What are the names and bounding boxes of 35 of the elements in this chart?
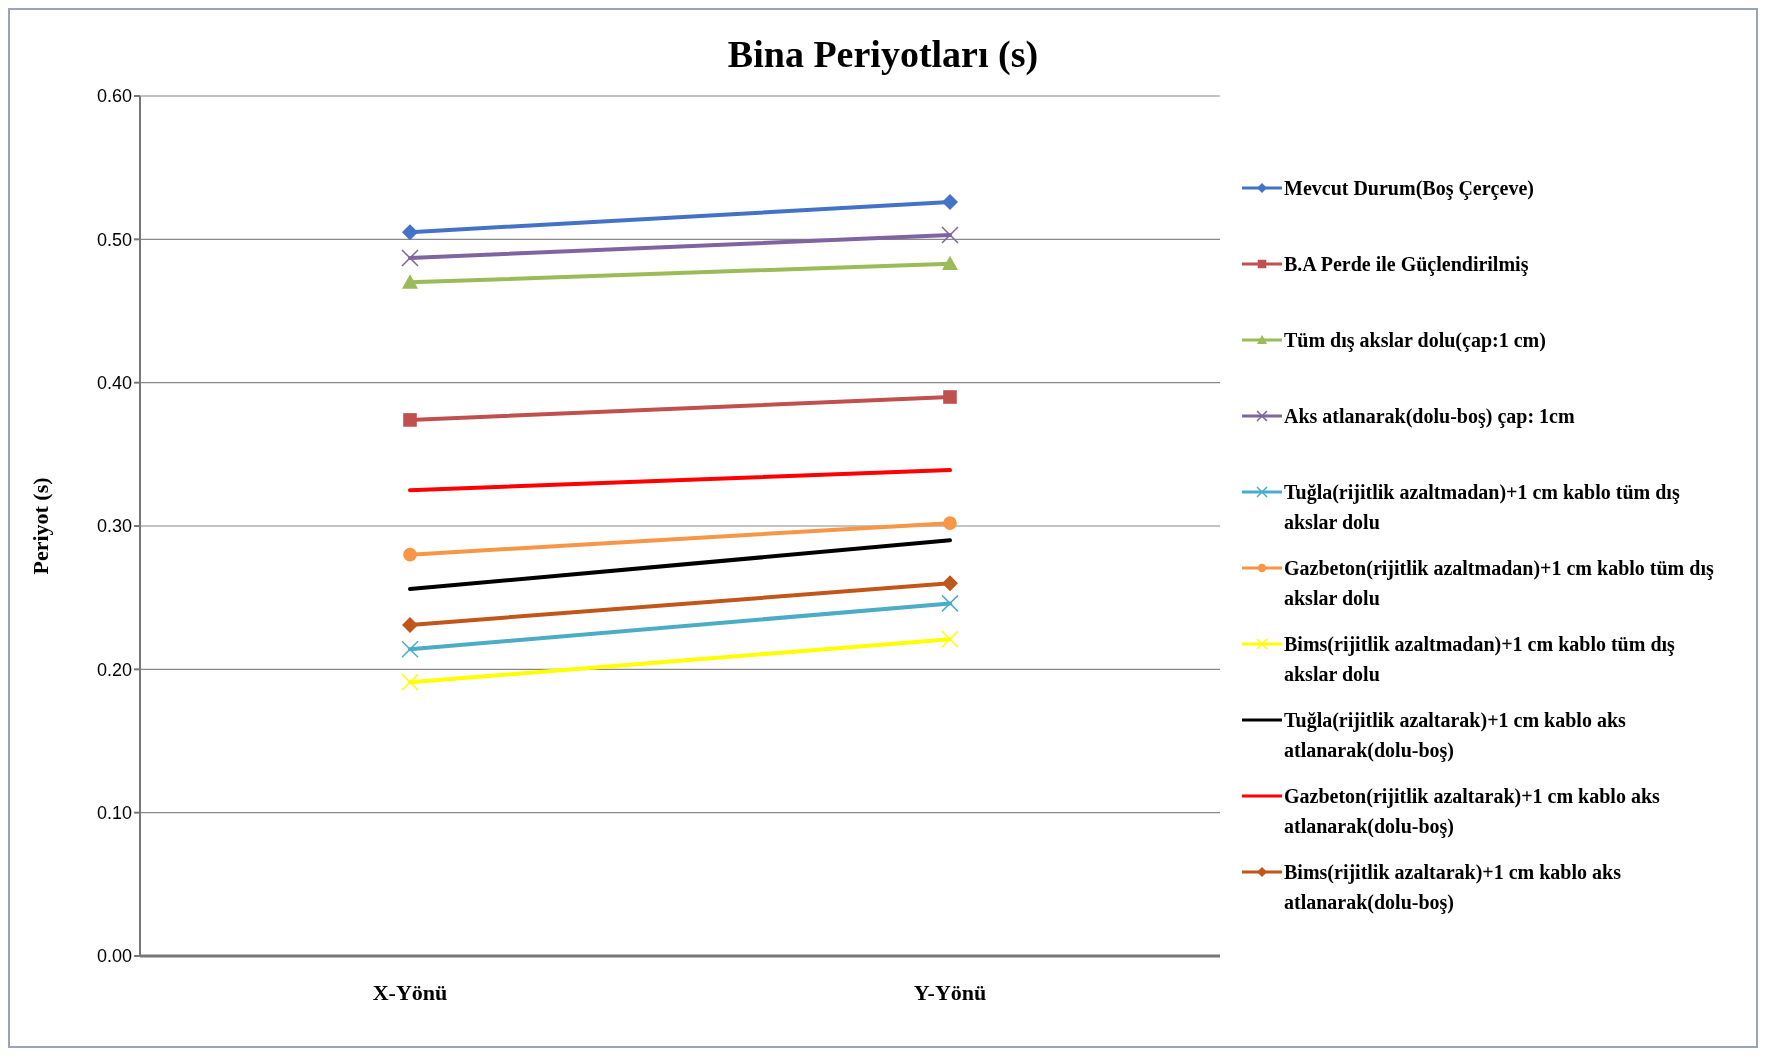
legend-label: Gazbeton(rijitlik azaltmadan)+1 cm kablo tüm dış akslar dolu [1284, 556, 1715, 611]
point [942, 194, 958, 211]
legend-label: Bims(rijitlik azaltmadan)+1 cm kablo tüm dış akslar dolu [1284, 632, 1676, 687]
point [941, 630, 959, 648]
legend-label: Tuğla(rijitlik azaltmadan)+1 cm kablo tüm dış akslar dolu [1284, 480, 1681, 535]
point [943, 516, 957, 530]
point [401, 640, 419, 659]
y-tick-label: 0.10 [96, 803, 132, 824]
point [403, 413, 417, 427]
legend-label: Tüm dış akslar dolu(çap:1 cm) [1284, 328, 1546, 354]
legend-label: Gazbeton(rijitlik azaltarak)+1 cm kablo aks atlanarak(dolu-boş) [1284, 784, 1661, 840]
point [942, 575, 958, 592]
y-tick-label: 0.50 [96, 229, 132, 250]
y-tick-label: 0.00 [96, 946, 132, 967]
point [402, 616, 418, 633]
point [941, 226, 959, 244]
y-tick-label: 0.60 [96, 86, 132, 107]
point [403, 547, 417, 562]
legend-label: B.A Perde ile Güçlendirilmiş [1284, 252, 1529, 278]
point [401, 673, 419, 691]
legend-label: Aks atlanarak(dolu-boş) çap: 1cm [1284, 404, 1575, 430]
legend-label: Mevcut Durum(Boş Çerçeve) [1284, 176, 1534, 202]
y-tick-label: 0.40 [96, 373, 132, 394]
point [941, 594, 959, 613]
x-tick-label: X-Yönü [372, 979, 448, 1005]
point [401, 249, 419, 267]
y-tick-label: 0.20 [96, 659, 132, 680]
x-tick-label: Y-Yönü [913, 979, 987, 1005]
point [402, 224, 418, 241]
legend-label: Bims(rijitlik azaltarak)+1 cm kablo aks atlanarak(dolu-boş) [1284, 860, 1622, 916]
y-tick-label: 0.30 [96, 516, 132, 537]
legend-label: Tuğla(rijitlik azaltarak)+1 cm kablo aks atlanarak(dolu-boş) [1284, 708, 1627, 764]
chart-title: Bina Periyotları (s) [726, 32, 1040, 76]
y-axis-title: Periyot (s) [27, 477, 53, 575]
point [943, 390, 957, 404]
